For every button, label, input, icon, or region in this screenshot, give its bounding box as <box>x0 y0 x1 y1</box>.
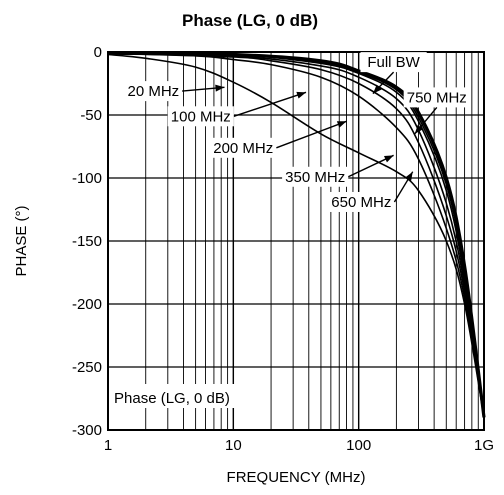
y-tick-label: 0 <box>94 44 102 61</box>
y-tick-label: -200 <box>72 296 102 313</box>
annotation-label: 650 MHz <box>331 194 391 211</box>
annotation-label: 350 MHz <box>285 169 345 186</box>
annotation-arrowhead <box>215 84 225 92</box>
plot-frame <box>107 51 485 431</box>
annotations: Full BW 750 MHz 20 MHz 100 MHz 200 MHz 350 MH… <box>124 52 470 212</box>
annotation-bg <box>167 106 234 127</box>
inset-label-bg <box>112 384 266 408</box>
annotation-label: 100 MHz <box>171 108 231 125</box>
series-line-full-bw <box>107 51 486 418</box>
x-tick-label: 1G <box>474 437 494 454</box>
y-axis-label: PHASE (°) <box>13 205 30 276</box>
annotation-label: Full BW <box>367 54 420 71</box>
y-tick-label: -250 <box>72 359 102 376</box>
chart-title: Phase (LG, 0 dB) <box>182 11 318 30</box>
inset-label: Phase (LG, 0 dB) <box>114 390 230 407</box>
annotation-leader <box>233 91 307 117</box>
annotation-bg <box>360 52 427 73</box>
annotation-label: 20 MHz <box>127 83 179 100</box>
y-tick-label: -100 <box>72 170 102 187</box>
annotation-bg <box>403 87 470 108</box>
series-line-750-mhz <box>107 52 485 418</box>
annotation-arrowhead <box>372 84 382 94</box>
annotation-bg <box>282 166 349 187</box>
series-group <box>107 51 486 418</box>
annotation-arrowhead <box>405 171 413 182</box>
annotation-bg <box>210 137 277 158</box>
grid <box>108 52 484 430</box>
tick-labels: 1 10 100 1G 0 -50 -100 -150 -200 -250 -300 <box>72 44 494 454</box>
y-tick-label: -300 <box>72 422 102 439</box>
x-tick-label: 100 <box>346 437 371 454</box>
annotation-arrowhead <box>336 121 347 128</box>
annotation-label: 750 MHz <box>407 89 467 106</box>
y-tick-label: -150 <box>72 233 102 250</box>
x-tick-label: 10 <box>225 437 242 454</box>
series-line-20-mhz <box>107 53 485 418</box>
x-axis-label: FREQUENCY (MHz) <box>227 469 366 486</box>
series-line-350-mhz <box>107 52 485 418</box>
y-tick-label: -50 <box>80 107 102 124</box>
annotation-bg <box>328 191 395 212</box>
annotation-bg <box>124 81 183 102</box>
series-line-100-mhz <box>107 52 485 418</box>
annotation-label: 200 MHz <box>213 140 273 157</box>
annotation-arrowhead <box>414 124 424 134</box>
annotation-arrowhead <box>296 91 306 99</box>
annotation-arrowhead <box>383 155 394 163</box>
x-tick-label: 1 <box>104 437 112 454</box>
series-line-650-mhz <box>107 52 485 418</box>
series-line-200-mhz <box>107 52 485 418</box>
annotation-leader <box>276 120 347 149</box>
